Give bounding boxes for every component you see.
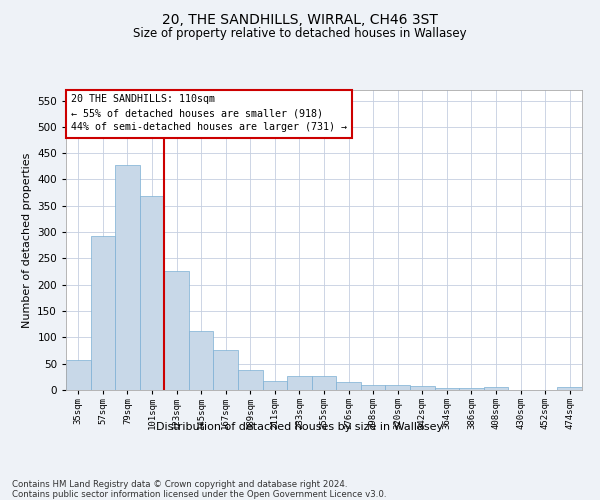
Bar — [238, 370, 263, 390]
Bar — [214, 350, 238, 390]
Text: 20, THE SANDHILLS, WIRRAL, CH46 3ST: 20, THE SANDHILLS, WIRRAL, CH46 3ST — [162, 12, 438, 26]
Text: Distribution of detached houses by size in Wallasey: Distribution of detached houses by size … — [157, 422, 443, 432]
Y-axis label: Number of detached properties: Number of detached properties — [22, 152, 32, 328]
Bar — [361, 384, 385, 390]
Bar — [287, 376, 312, 390]
Bar — [189, 330, 214, 390]
Bar — [263, 381, 287, 390]
Text: Size of property relative to detached houses in Wallasey: Size of property relative to detached ho… — [133, 28, 467, 40]
Bar — [434, 388, 459, 390]
Bar — [484, 388, 508, 390]
Text: 20 THE SANDHILLS: 110sqm
← 55% of detached houses are smaller (918)
44% of semi-: 20 THE SANDHILLS: 110sqm ← 55% of detach… — [71, 94, 347, 132]
Bar — [66, 360, 91, 390]
Bar — [336, 382, 361, 390]
Bar — [385, 384, 410, 390]
Bar — [91, 236, 115, 390]
Bar — [164, 270, 189, 390]
Bar — [459, 388, 484, 390]
Bar — [410, 386, 434, 390]
Bar — [115, 164, 140, 390]
Bar — [140, 196, 164, 390]
Bar — [557, 388, 582, 390]
Text: Contains HM Land Registry data © Crown copyright and database right 2024.
Contai: Contains HM Land Registry data © Crown c… — [12, 480, 386, 500]
Bar — [312, 376, 336, 390]
